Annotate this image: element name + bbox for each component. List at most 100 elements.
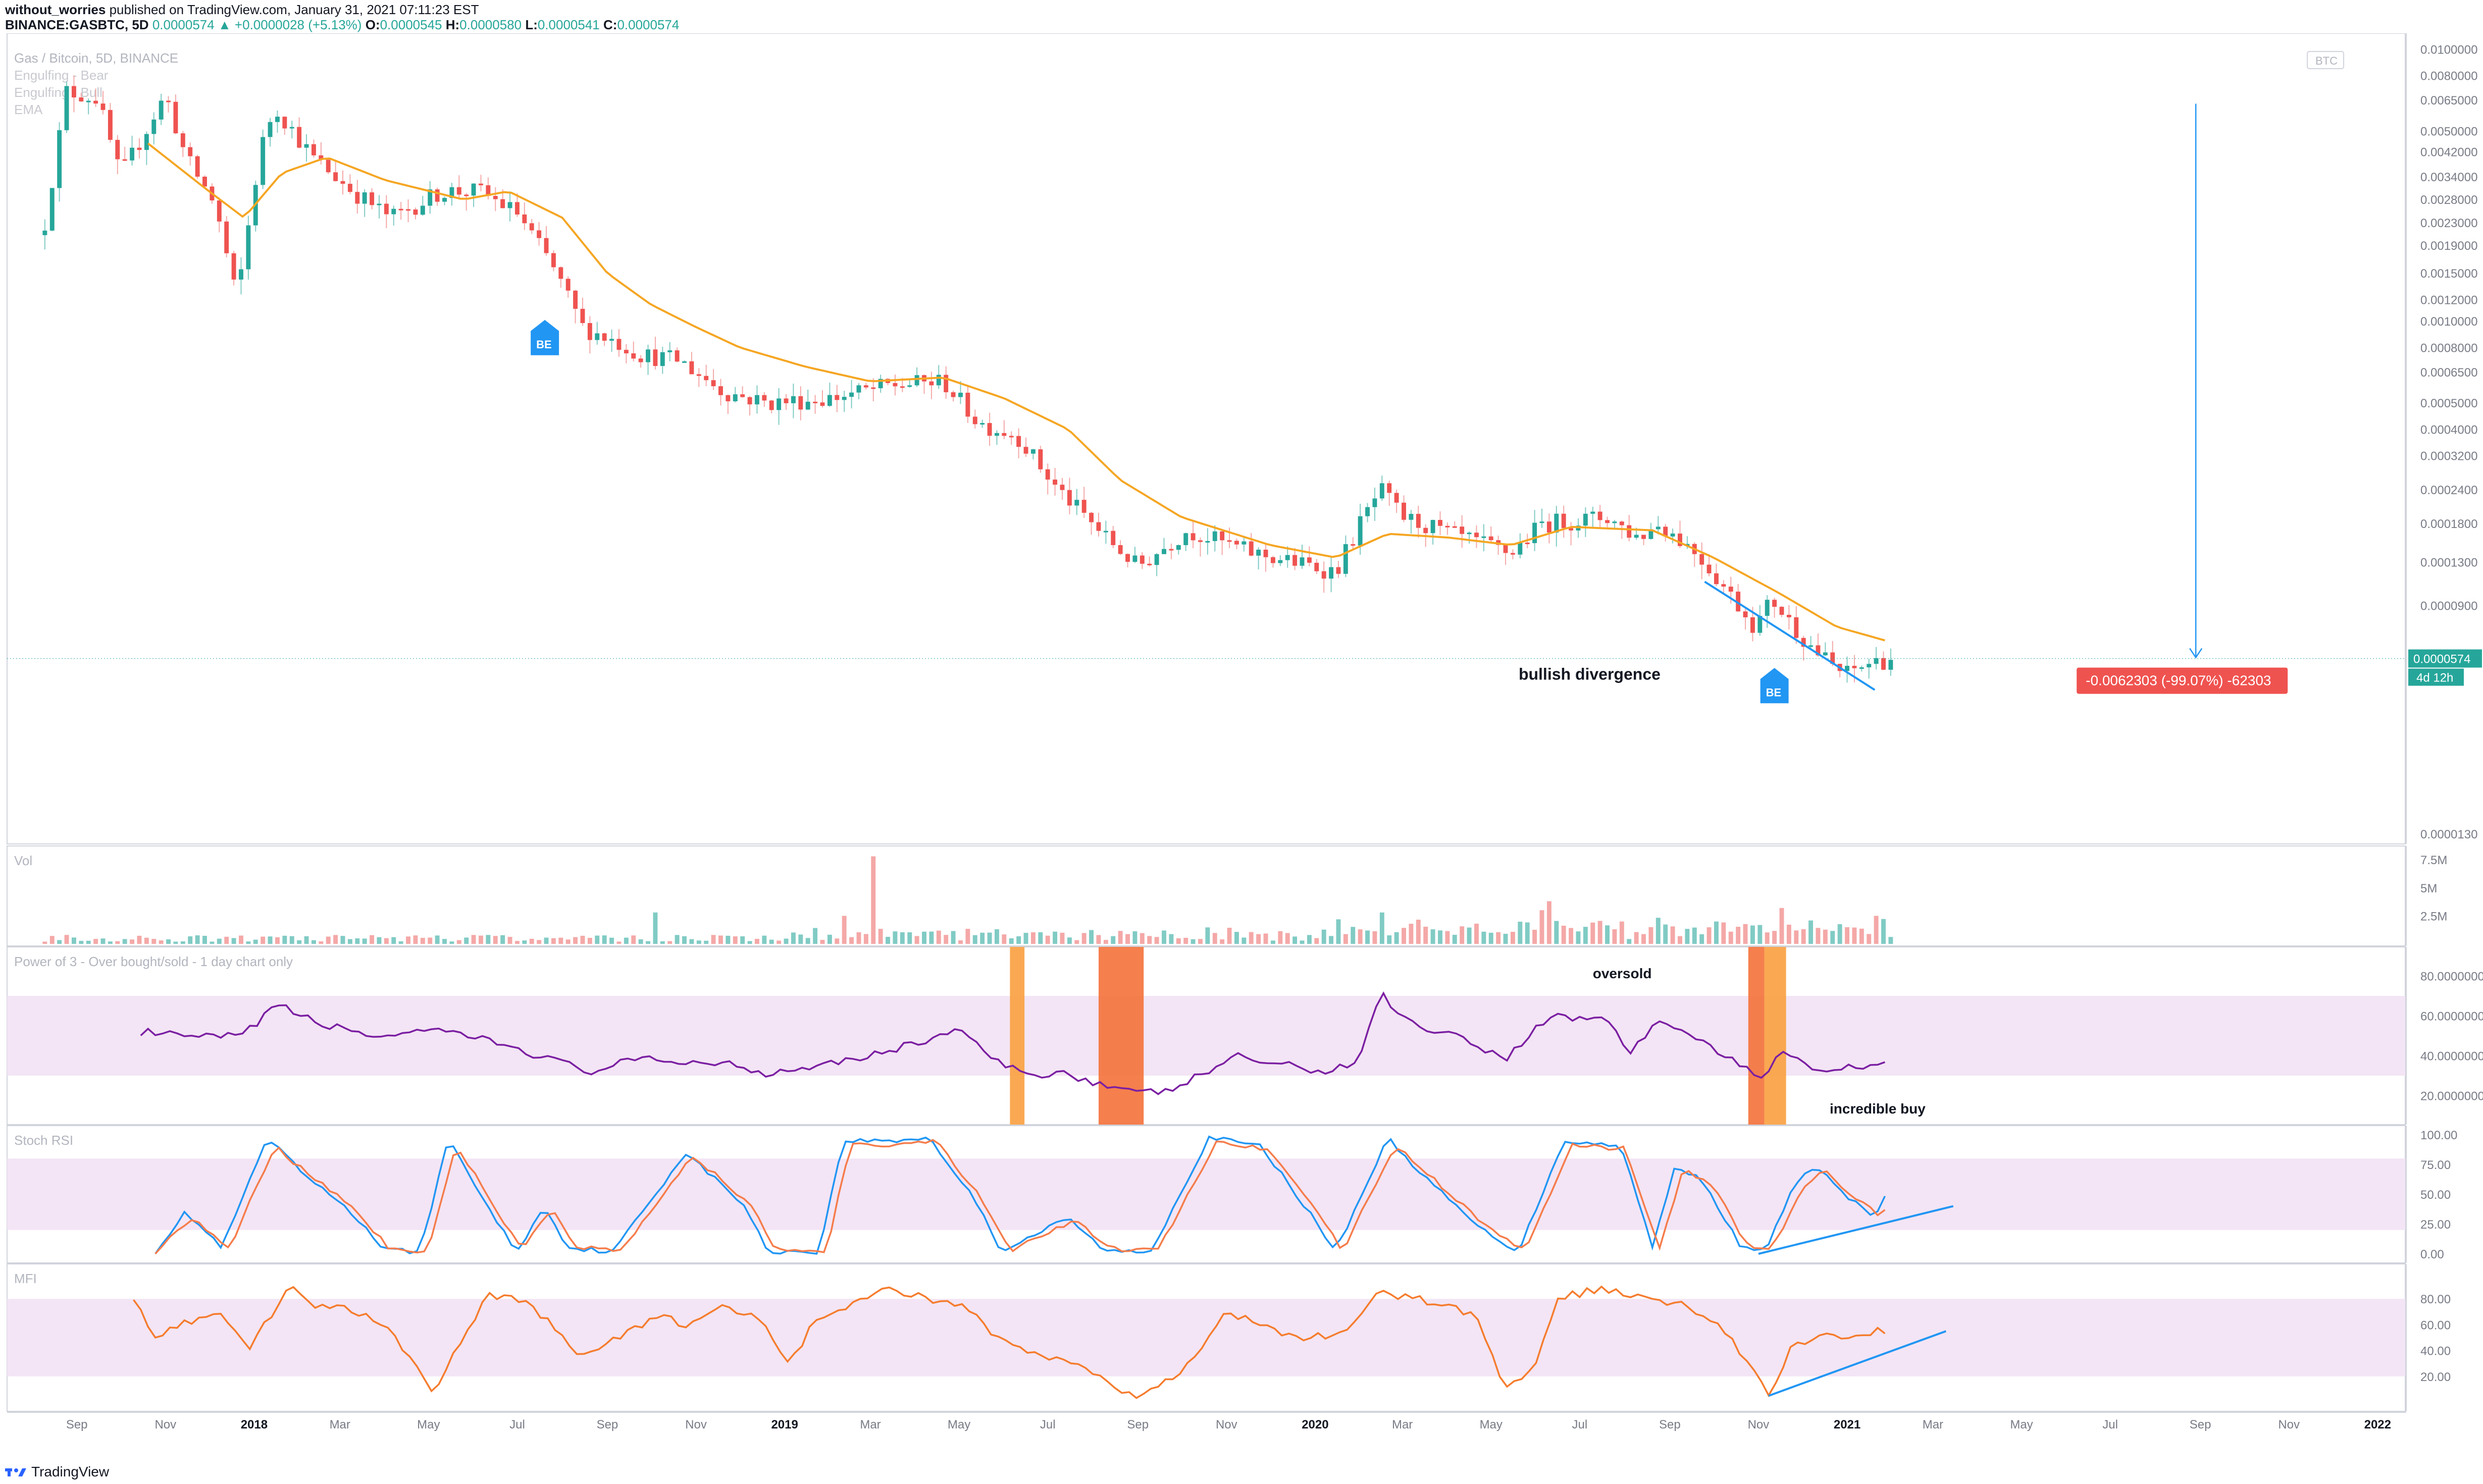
volume-bar <box>1351 927 1356 944</box>
time-tick-label: Sep <box>1127 1418 1149 1432</box>
candle-body <box>1845 666 1850 671</box>
volume-bar <box>1678 936 1682 944</box>
volume-bar <box>835 938 840 944</box>
volume-bar <box>1379 912 1384 944</box>
candle-body <box>347 184 352 192</box>
close-label: C: <box>603 17 617 32</box>
pane-frame-main <box>7 33 2406 844</box>
volume-bar <box>1270 940 1275 944</box>
volume-bar <box>842 916 847 944</box>
volume-bar <box>544 937 549 944</box>
volume-bar <box>1823 929 1828 944</box>
candle-body <box>493 196 498 199</box>
pane-tick-label: 25.00 <box>2420 1218 2451 1232</box>
volume-bar <box>1619 921 1624 944</box>
volume-bar <box>1794 930 1799 944</box>
tradingview-brand: TradingView <box>31 1464 110 1479</box>
volume-bar <box>202 935 207 944</box>
volume-bar <box>1692 927 1697 944</box>
pane-tick-label: 100.00 <box>2420 1129 2457 1142</box>
volume-bar <box>180 941 185 944</box>
candle-body <box>769 400 774 410</box>
volume-bar <box>682 936 687 944</box>
candle-body <box>1147 563 1152 565</box>
ema-line <box>147 142 1885 642</box>
volume-bar <box>1336 919 1341 944</box>
candle-body <box>57 130 62 188</box>
candle-body <box>1699 554 1704 565</box>
chart-canvas[interactable]: 0.0100000 0.0080000 0.0065000 0.0050000 0.00… <box>0 33 2483 1447</box>
volume-bar <box>1300 940 1305 944</box>
pane-tick-label: 40.00 <box>2420 1345 2451 1358</box>
volume-bar <box>435 935 440 944</box>
volume-bar <box>994 929 999 944</box>
candle-body <box>1539 521 1544 523</box>
main-price-scale: 0.0100000 0.0080000 0.0065000 0.0050000 0.00… <box>2420 43 2477 841</box>
volume-bar <box>1430 929 1435 944</box>
pane-tick-label: 0.00 <box>2420 1248 2444 1261</box>
candle-body <box>1678 534 1682 546</box>
volume-bar <box>1263 933 1268 944</box>
volume-bar <box>282 935 287 944</box>
candle-body <box>1888 660 1893 670</box>
price-tick-label: 0.0015000 <box>2420 267 2477 281</box>
volume-bar <box>936 930 941 944</box>
candle-body <box>1743 611 1748 617</box>
price-tick-label: 0.0050000 <box>2420 125 2477 139</box>
volume-bar <box>1750 925 1755 944</box>
volume-bar <box>1627 939 1632 944</box>
candle-body <box>1474 533 1479 538</box>
volume-bar <box>573 937 578 944</box>
candle-body <box>1488 536 1493 541</box>
time-tick-label: Nov <box>1748 1418 1770 1432</box>
candle-body <box>1169 549 1174 551</box>
candle-body <box>311 144 316 155</box>
price-trend-line <box>1704 580 1876 691</box>
candle-body <box>42 230 47 235</box>
candle-body <box>1002 433 1007 436</box>
volume-bar <box>565 939 571 944</box>
candle-body <box>1423 527 1428 534</box>
candle-body <box>1212 531 1217 541</box>
volume-bar <box>1147 936 1152 944</box>
volume-bar <box>311 940 316 944</box>
candle-body <box>1096 522 1101 531</box>
price-tick-label: 0.0004000 <box>2420 423 2477 437</box>
author-name[interactable]: without_worries <box>5 2 106 17</box>
candle-body <box>282 117 287 129</box>
candle-body <box>420 205 425 215</box>
candle-body <box>195 156 200 177</box>
volume-bar <box>188 936 193 944</box>
candle-body <box>1372 498 1377 507</box>
candle-body <box>1452 526 1457 528</box>
time-axis: Sep Nov 2018 Mar May Jul Sep Nov 2019 Mar May Jul Se… <box>66 1418 2391 1432</box>
candle-body <box>1205 541 1210 543</box>
volume-bar <box>1096 935 1101 944</box>
volume-bar <box>1183 937 1188 944</box>
volume-bar <box>1452 935 1457 944</box>
candle-body <box>1220 531 1225 541</box>
volume-bar <box>1125 934 1130 944</box>
candle-body <box>1605 520 1610 523</box>
candle-body <box>929 381 934 386</box>
candle-body <box>1467 533 1472 535</box>
volume-bar <box>791 932 796 944</box>
candle-body <box>529 223 534 231</box>
volume-bar <box>1656 918 1661 944</box>
volume-bar <box>1038 932 1043 944</box>
volume-bar <box>537 940 542 944</box>
time-tick-label: Jul <box>1040 1418 1056 1432</box>
candle-body <box>1750 617 1755 633</box>
candle-body <box>297 127 302 148</box>
volume-bar <box>464 937 469 944</box>
volume-bars <box>42 856 1893 944</box>
candle-body <box>1597 511 1602 520</box>
candle-body <box>413 209 418 215</box>
volume-bar <box>159 940 164 944</box>
candle-body <box>1118 545 1123 554</box>
candle-body <box>1525 542 1530 544</box>
volume-bar <box>587 937 592 944</box>
candle-body <box>1816 645 1821 656</box>
candle-body <box>115 140 120 160</box>
candle-body <box>1561 513 1566 528</box>
